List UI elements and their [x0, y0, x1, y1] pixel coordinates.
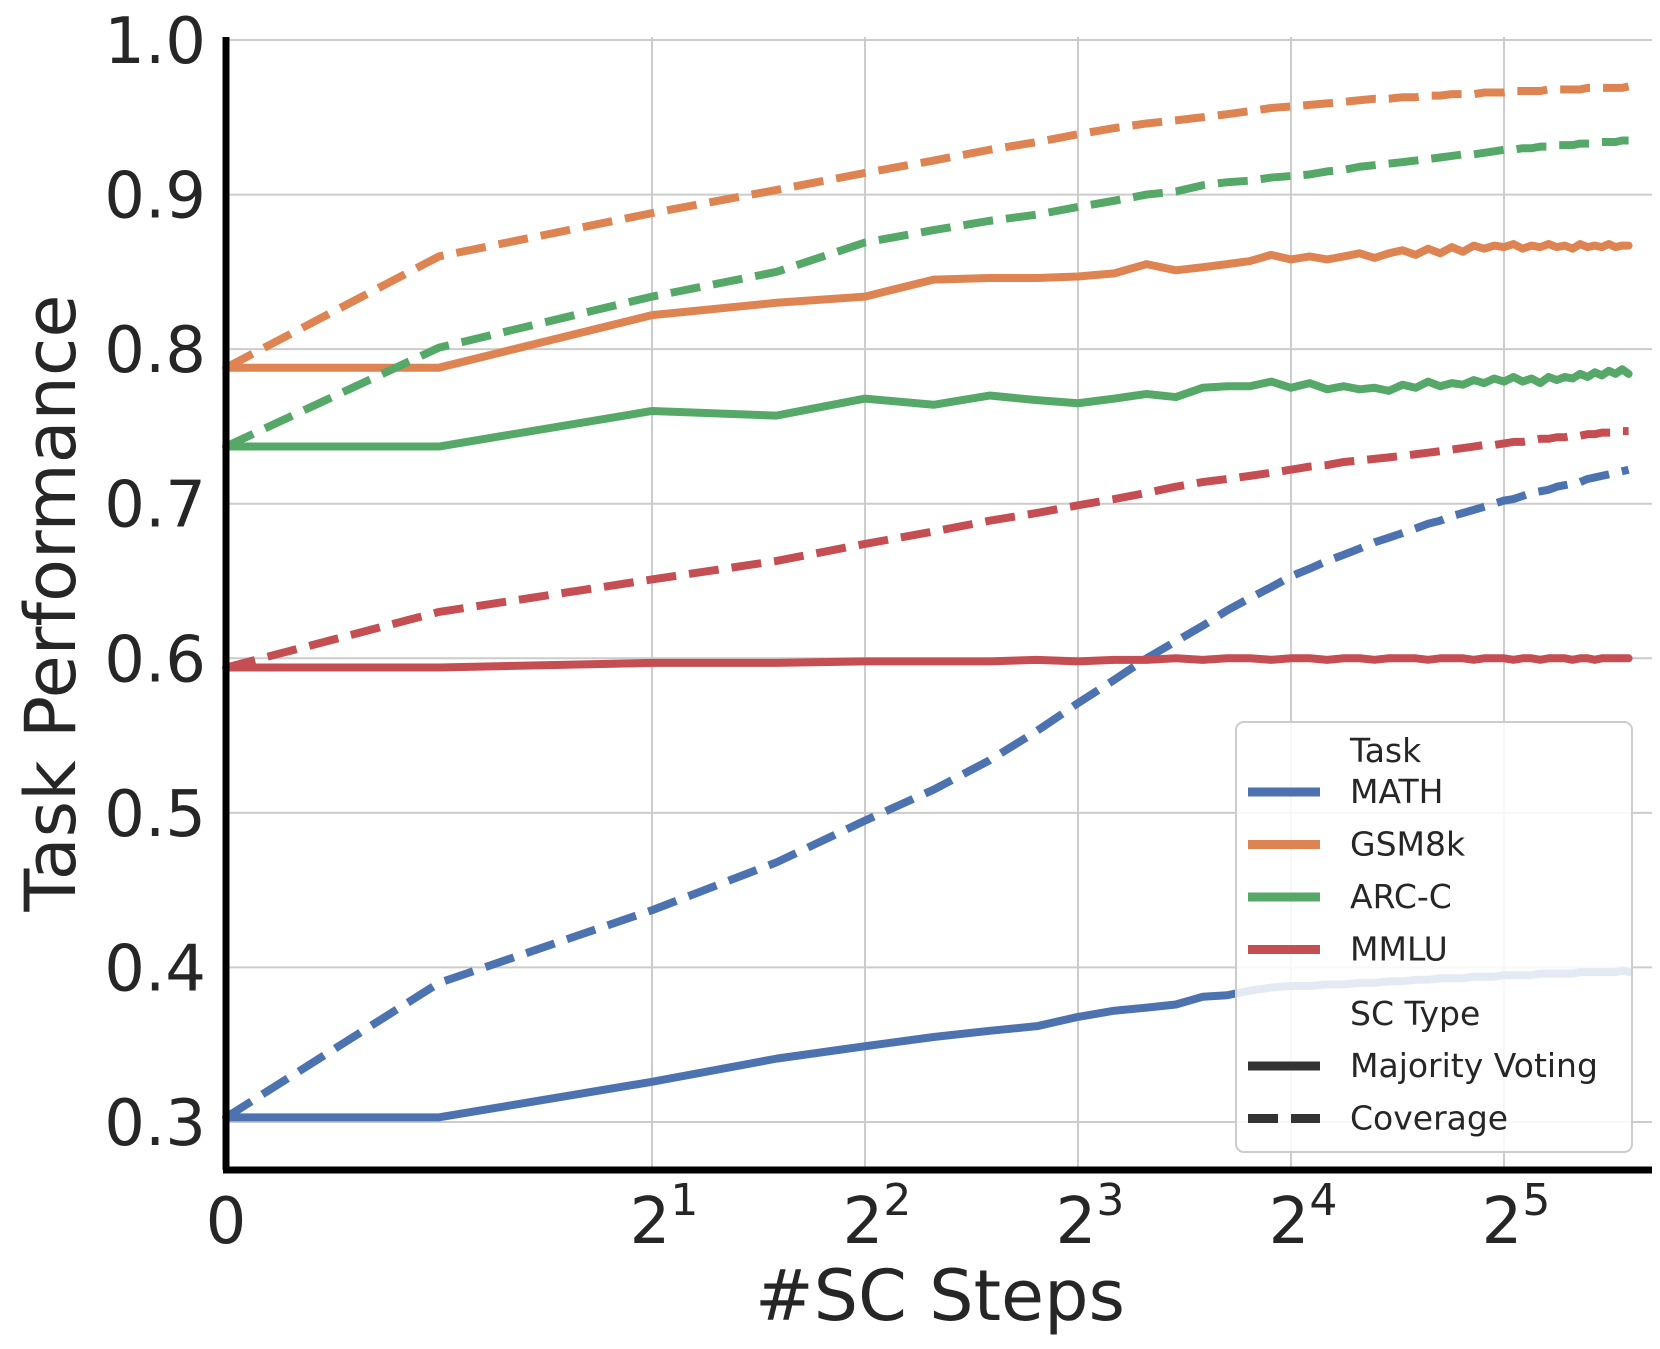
x-tick-label: 21 — [630, 1175, 699, 1259]
y-tick-label: 0.3 — [104, 1087, 206, 1161]
mmlu-majority-voting-line — [222, 654, 1633, 672]
arc-c-majority-voting-line — [222, 365, 1633, 451]
legend-task-label: GSM8k — [1350, 825, 1466, 864]
x-tick-label: 23 — [1056, 1175, 1125, 1259]
y-tick-label: 0.4 — [104, 932, 206, 1006]
y-tick-label: 0.9 — [104, 160, 206, 234]
legend-task-title: Task — [1349, 731, 1422, 770]
x-tick-labels: 0 21 22 23 24 25 — [206, 1175, 1551, 1259]
legend: Task MATH GSM8k ARC-C MMLU SC Type Majority… — [1235, 721, 1633, 1153]
legend-frame — [1235, 721, 1633, 1153]
x-tick-label: 0 — [206, 1185, 247, 1259]
x-axis-title: #SC Steps — [755, 1255, 1125, 1337]
y-axis-title: Task Performance — [10, 295, 92, 913]
legend-task-label: MATH — [1350, 772, 1443, 811]
x-tick-label: 24 — [1269, 1175, 1338, 1259]
arc-c-coverage-line — [224, 136, 1629, 451]
y-tick-label: 0.5 — [104, 778, 206, 852]
legend-type-label: Majority Voting — [1350, 1046, 1598, 1085]
x-tick-label: 22 — [843, 1175, 912, 1259]
y-tick-label: 0.6 — [104, 623, 206, 697]
gsm8k-coverage-line — [224, 82, 1630, 372]
legend-task-label: ARC-C — [1350, 877, 1452, 916]
grid — [226, 37, 1652, 1170]
legend-type-label: Coverage — [1350, 1099, 1508, 1138]
y-tick-labels: 0.3 0.4 0.5 0.6 0.7 0.8 0.9 1.0 — [104, 5, 206, 1161]
y-tick-label: 0.7 — [104, 469, 206, 543]
axes — [222, 37, 1652, 1174]
math-coverage-line — [223, 465, 1630, 1121]
x-tick-label: 25 — [1482, 1175, 1551, 1259]
y-tick-label: 1.0 — [104, 5, 206, 79]
legend-sc-type-title: SC Type — [1350, 994, 1480, 1033]
mmlu-coverage-line — [224, 427, 1629, 672]
y-tick-label: 0.8 — [104, 314, 206, 388]
gsm8k-majority-voting-line — [222, 240, 1633, 372]
legend-task-label: MMLU — [1350, 930, 1448, 969]
